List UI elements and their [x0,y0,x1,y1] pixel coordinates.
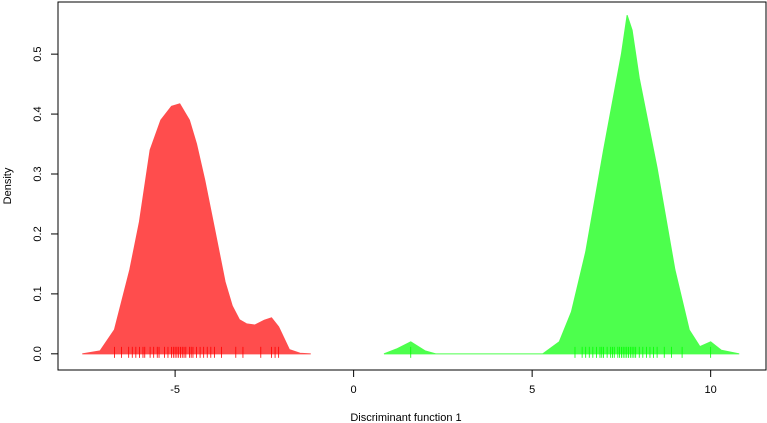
x-axis-label: Discriminant function 1 [350,412,461,423]
x-tick-label: 10 [705,384,717,396]
y-tick-label: 0.5 [32,46,44,61]
density-area [82,103,311,355]
y-axis-label: Density [2,167,14,204]
y-tick-label: 0.4 [32,106,44,121]
x-tick-label: 5 [529,384,535,396]
plot-frame [57,1,767,371]
x-tick-label: 0 [351,384,357,396]
density-area [383,15,740,355]
y-tick-label: 0.1 [32,286,44,301]
x-tick-label: -5 [170,384,180,396]
y-tick-label: 0.0 [32,346,44,361]
y-tick-label: 0.3 [32,166,44,181]
y-tick-label: 0.2 [32,226,44,241]
